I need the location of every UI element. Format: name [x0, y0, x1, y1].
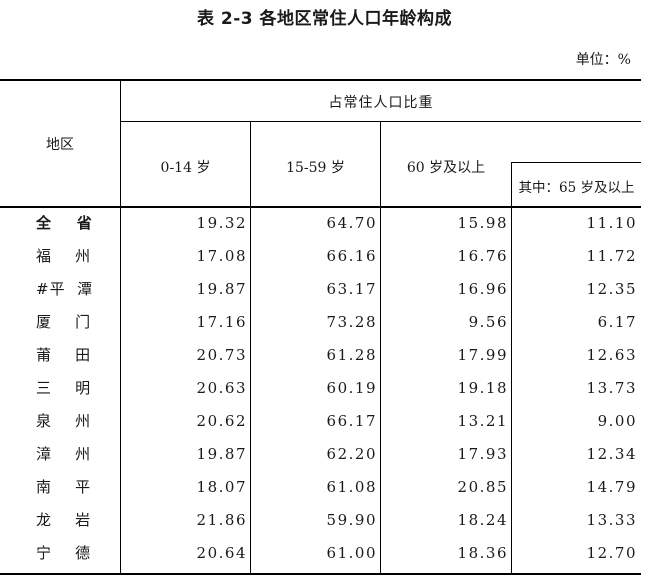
table-row: 泉 州 20.62 66.17 13.21 9.00: [0, 405, 649, 438]
region-name: 漳 州: [36, 445, 92, 463]
value-0-14: 20.73: [196, 346, 247, 364]
value-65-plus: 12.34: [586, 445, 637, 463]
header-col2: 15-59 岁: [286, 160, 345, 176]
group-rule: [121, 121, 641, 122]
table-row: 福 州 17.08 66.16 16.76 11.72: [0, 240, 649, 273]
region-name: 宁 德: [36, 544, 92, 562]
region-name: 莆 田: [36, 346, 92, 364]
region-name: 福 州: [36, 247, 92, 265]
table-row: 龙 岩 21.86 59.90 18.24 13.33: [0, 504, 649, 537]
region-name: 厦 门: [36, 313, 92, 331]
value-0-14: 19.87: [196, 280, 247, 298]
value-65-plus: 13.33: [586, 511, 637, 529]
value-60-plus: 13.21: [457, 412, 508, 430]
value-65-plus: 12.35: [586, 280, 637, 298]
header-col4: 其中：65 岁及以上: [518, 180, 635, 196]
value-65-plus: 11.10: [586, 214, 637, 232]
region-divider: [120, 80, 121, 574]
col2-divider: [380, 121, 381, 574]
value-65-plus: 12.70: [586, 544, 637, 562]
region-name: 三 明: [36, 379, 92, 397]
value-65-plus: 14.79: [586, 478, 637, 496]
top-rule: [0, 79, 641, 81]
value-60-plus: 15.98: [457, 214, 508, 232]
bottom-rule: [0, 573, 641, 575]
value-0-14: 17.16: [196, 313, 247, 331]
value-15-59: 61.08: [326, 478, 377, 496]
value-15-59: 62.20: [326, 445, 377, 463]
value-60-plus: 17.93: [457, 445, 508, 463]
region-name: 泉 州: [36, 412, 92, 430]
value-0-14: 20.62: [196, 412, 247, 430]
value-0-14: 19.87: [196, 445, 247, 463]
col1-divider: [250, 121, 251, 574]
value-0-14: 18.07: [196, 478, 247, 496]
value-60-plus: 18.36: [457, 544, 508, 562]
value-60-plus: 19.18: [457, 379, 508, 397]
value-15-59: 61.00: [326, 544, 377, 562]
table-row: #平 潭 19.87 63.17 16.96 12.35: [0, 273, 649, 306]
value-15-59: 61.28: [326, 346, 377, 364]
header-bottom-rule: [0, 206, 641, 208]
region-name: 全 省: [36, 214, 93, 232]
value-15-59: 60.19: [326, 379, 377, 397]
value-65-plus: 11.72: [586, 247, 637, 265]
table-row: 三 明 20.63 60.19 19.18 13.73: [0, 372, 649, 405]
table-row: 全 省 19.32 64.70 15.98 11.10: [0, 207, 649, 240]
value-15-59: 63.17: [326, 280, 377, 298]
table-row: 厦 门 17.16 73.28 9.56 6.17: [0, 306, 649, 339]
region-name: #平 潭: [36, 280, 94, 298]
value-0-14: 21.86: [196, 511, 247, 529]
table-title: 表 2-3 各地区常住人口年龄构成: [196, 9, 453, 29]
col3-divider: [511, 162, 512, 574]
table-row: 宁 德 20.64 61.00 18.36 12.70: [0, 537, 649, 570]
sub-rule: [511, 162, 641, 163]
region-name: 南 平: [36, 478, 92, 496]
value-15-59: 59.90: [326, 511, 377, 529]
value-0-14: 20.63: [196, 379, 247, 397]
value-0-14: 19.32: [196, 214, 247, 232]
value-15-59: 64.70: [326, 214, 377, 232]
table-row: 南 平 18.07 61.08 20.85 14.79: [0, 471, 649, 504]
value-60-plus: 9.56: [468, 313, 508, 331]
value-60-plus: 16.96: [457, 280, 508, 298]
unit-label: 单位：%: [575, 52, 631, 68]
value-60-plus: 16.76: [457, 247, 508, 265]
value-65-plus: 12.63: [586, 346, 637, 364]
table-row: 漳 州 19.87 62.20 17.93 12.34: [0, 438, 649, 471]
table-row: 莆 田 20.73 61.28 17.99 12.63: [0, 339, 649, 372]
value-65-plus: 6.17: [597, 313, 637, 331]
value-65-plus: 9.00: [597, 412, 637, 430]
value-60-plus: 17.99: [457, 346, 508, 364]
region-name: 龙 岩: [36, 511, 92, 529]
value-15-59: 73.28: [326, 313, 377, 331]
value-60-plus: 18.24: [457, 511, 508, 529]
value-0-14: 17.08: [196, 247, 247, 265]
header-group: 占常住人口比重: [328, 95, 434, 111]
value-15-59: 66.17: [326, 412, 377, 430]
header-col3: 60 岁及以上: [406, 160, 486, 176]
value-65-plus: 13.73: [586, 379, 637, 397]
header-region: 地区: [46, 137, 74, 153]
value-60-plus: 20.85: [457, 478, 508, 496]
value-0-14: 20.64: [196, 544, 247, 562]
value-15-59: 66.16: [326, 247, 377, 265]
header-col1: 0-14 岁: [160, 160, 211, 176]
